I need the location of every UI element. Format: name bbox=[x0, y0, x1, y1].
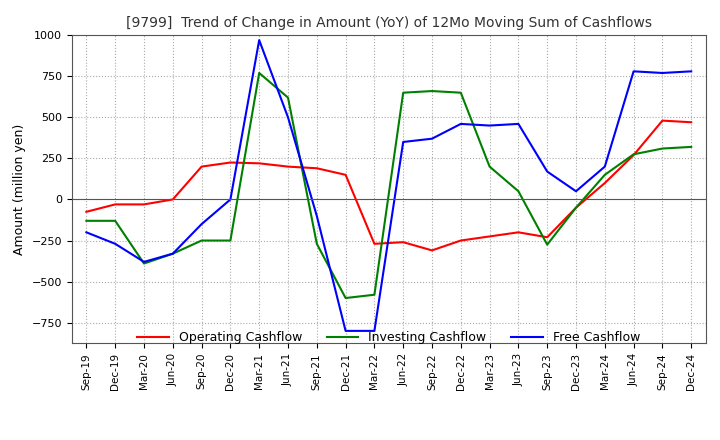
Free Cashflow bbox=[629, 69, 638, 74]
Operating Cashflow bbox=[226, 160, 235, 165]
Operating Cashflow bbox=[168, 197, 177, 202]
Operating Cashflow bbox=[399, 239, 408, 245]
Investing Cashflow bbox=[82, 218, 91, 224]
Investing Cashflow bbox=[456, 90, 465, 95]
Operating Cashflow bbox=[82, 209, 91, 214]
Free Cashflow bbox=[226, 197, 235, 202]
Free Cashflow bbox=[168, 251, 177, 257]
Free Cashflow bbox=[658, 70, 667, 76]
Free Cashflow bbox=[255, 37, 264, 43]
Investing Cashflow bbox=[658, 146, 667, 151]
Free Cashflow bbox=[485, 123, 494, 128]
Operating Cashflow bbox=[140, 202, 148, 207]
Operating Cashflow bbox=[197, 164, 206, 169]
Investing Cashflow bbox=[687, 144, 696, 150]
Operating Cashflow bbox=[485, 234, 494, 239]
Investing Cashflow bbox=[312, 241, 321, 246]
Line: Free Cashflow: Free Cashflow bbox=[86, 40, 691, 331]
Line: Investing Cashflow: Investing Cashflow bbox=[86, 73, 691, 298]
Investing Cashflow bbox=[572, 205, 580, 210]
Free Cashflow bbox=[312, 213, 321, 219]
Investing Cashflow bbox=[370, 292, 379, 297]
Free Cashflow bbox=[197, 221, 206, 227]
Investing Cashflow bbox=[399, 90, 408, 95]
Free Cashflow bbox=[111, 241, 120, 246]
Free Cashflow bbox=[514, 121, 523, 127]
Free Cashflow bbox=[284, 115, 292, 120]
Operating Cashflow bbox=[629, 153, 638, 158]
Operating Cashflow bbox=[543, 235, 552, 240]
Investing Cashflow bbox=[629, 152, 638, 157]
Investing Cashflow bbox=[255, 70, 264, 76]
Free Cashflow bbox=[600, 164, 609, 169]
Operating Cashflow bbox=[255, 161, 264, 166]
Free Cashflow bbox=[140, 259, 148, 264]
Free Cashflow bbox=[341, 328, 350, 334]
Operating Cashflow bbox=[370, 241, 379, 246]
Free Cashflow bbox=[543, 169, 552, 174]
Operating Cashflow bbox=[428, 248, 436, 253]
Investing Cashflow bbox=[428, 88, 436, 94]
Y-axis label: Amount (million yen): Amount (million yen) bbox=[13, 124, 26, 255]
Legend: Operating Cashflow, Investing Cashflow, Free Cashflow: Operating Cashflow, Investing Cashflow, … bbox=[132, 326, 645, 349]
Investing Cashflow bbox=[341, 295, 350, 301]
Investing Cashflow bbox=[140, 261, 148, 266]
Operating Cashflow bbox=[687, 120, 696, 125]
Investing Cashflow bbox=[168, 251, 177, 257]
Operating Cashflow bbox=[572, 205, 580, 210]
Investing Cashflow bbox=[226, 238, 235, 243]
Free Cashflow bbox=[572, 189, 580, 194]
Free Cashflow bbox=[428, 136, 436, 141]
Title: [9799]  Trend of Change in Amount (YoY) of 12Mo Moving Sum of Cashflows: [9799] Trend of Change in Amount (YoY) o… bbox=[126, 16, 652, 30]
Investing Cashflow bbox=[197, 238, 206, 243]
Free Cashflow bbox=[687, 69, 696, 74]
Operating Cashflow bbox=[284, 164, 292, 169]
Investing Cashflow bbox=[111, 218, 120, 224]
Operating Cashflow bbox=[600, 180, 609, 186]
Operating Cashflow bbox=[312, 165, 321, 171]
Operating Cashflow bbox=[456, 238, 465, 243]
Operating Cashflow bbox=[341, 172, 350, 177]
Operating Cashflow bbox=[658, 118, 667, 123]
Operating Cashflow bbox=[514, 230, 523, 235]
Line: Operating Cashflow: Operating Cashflow bbox=[86, 121, 691, 250]
Free Cashflow bbox=[399, 139, 408, 145]
Operating Cashflow bbox=[111, 202, 120, 207]
Free Cashflow bbox=[370, 328, 379, 334]
Investing Cashflow bbox=[600, 172, 609, 177]
Investing Cashflow bbox=[514, 189, 523, 194]
Investing Cashflow bbox=[284, 95, 292, 100]
Investing Cashflow bbox=[485, 164, 494, 169]
Investing Cashflow bbox=[543, 242, 552, 247]
Free Cashflow bbox=[456, 121, 465, 127]
Free Cashflow bbox=[82, 230, 91, 235]
